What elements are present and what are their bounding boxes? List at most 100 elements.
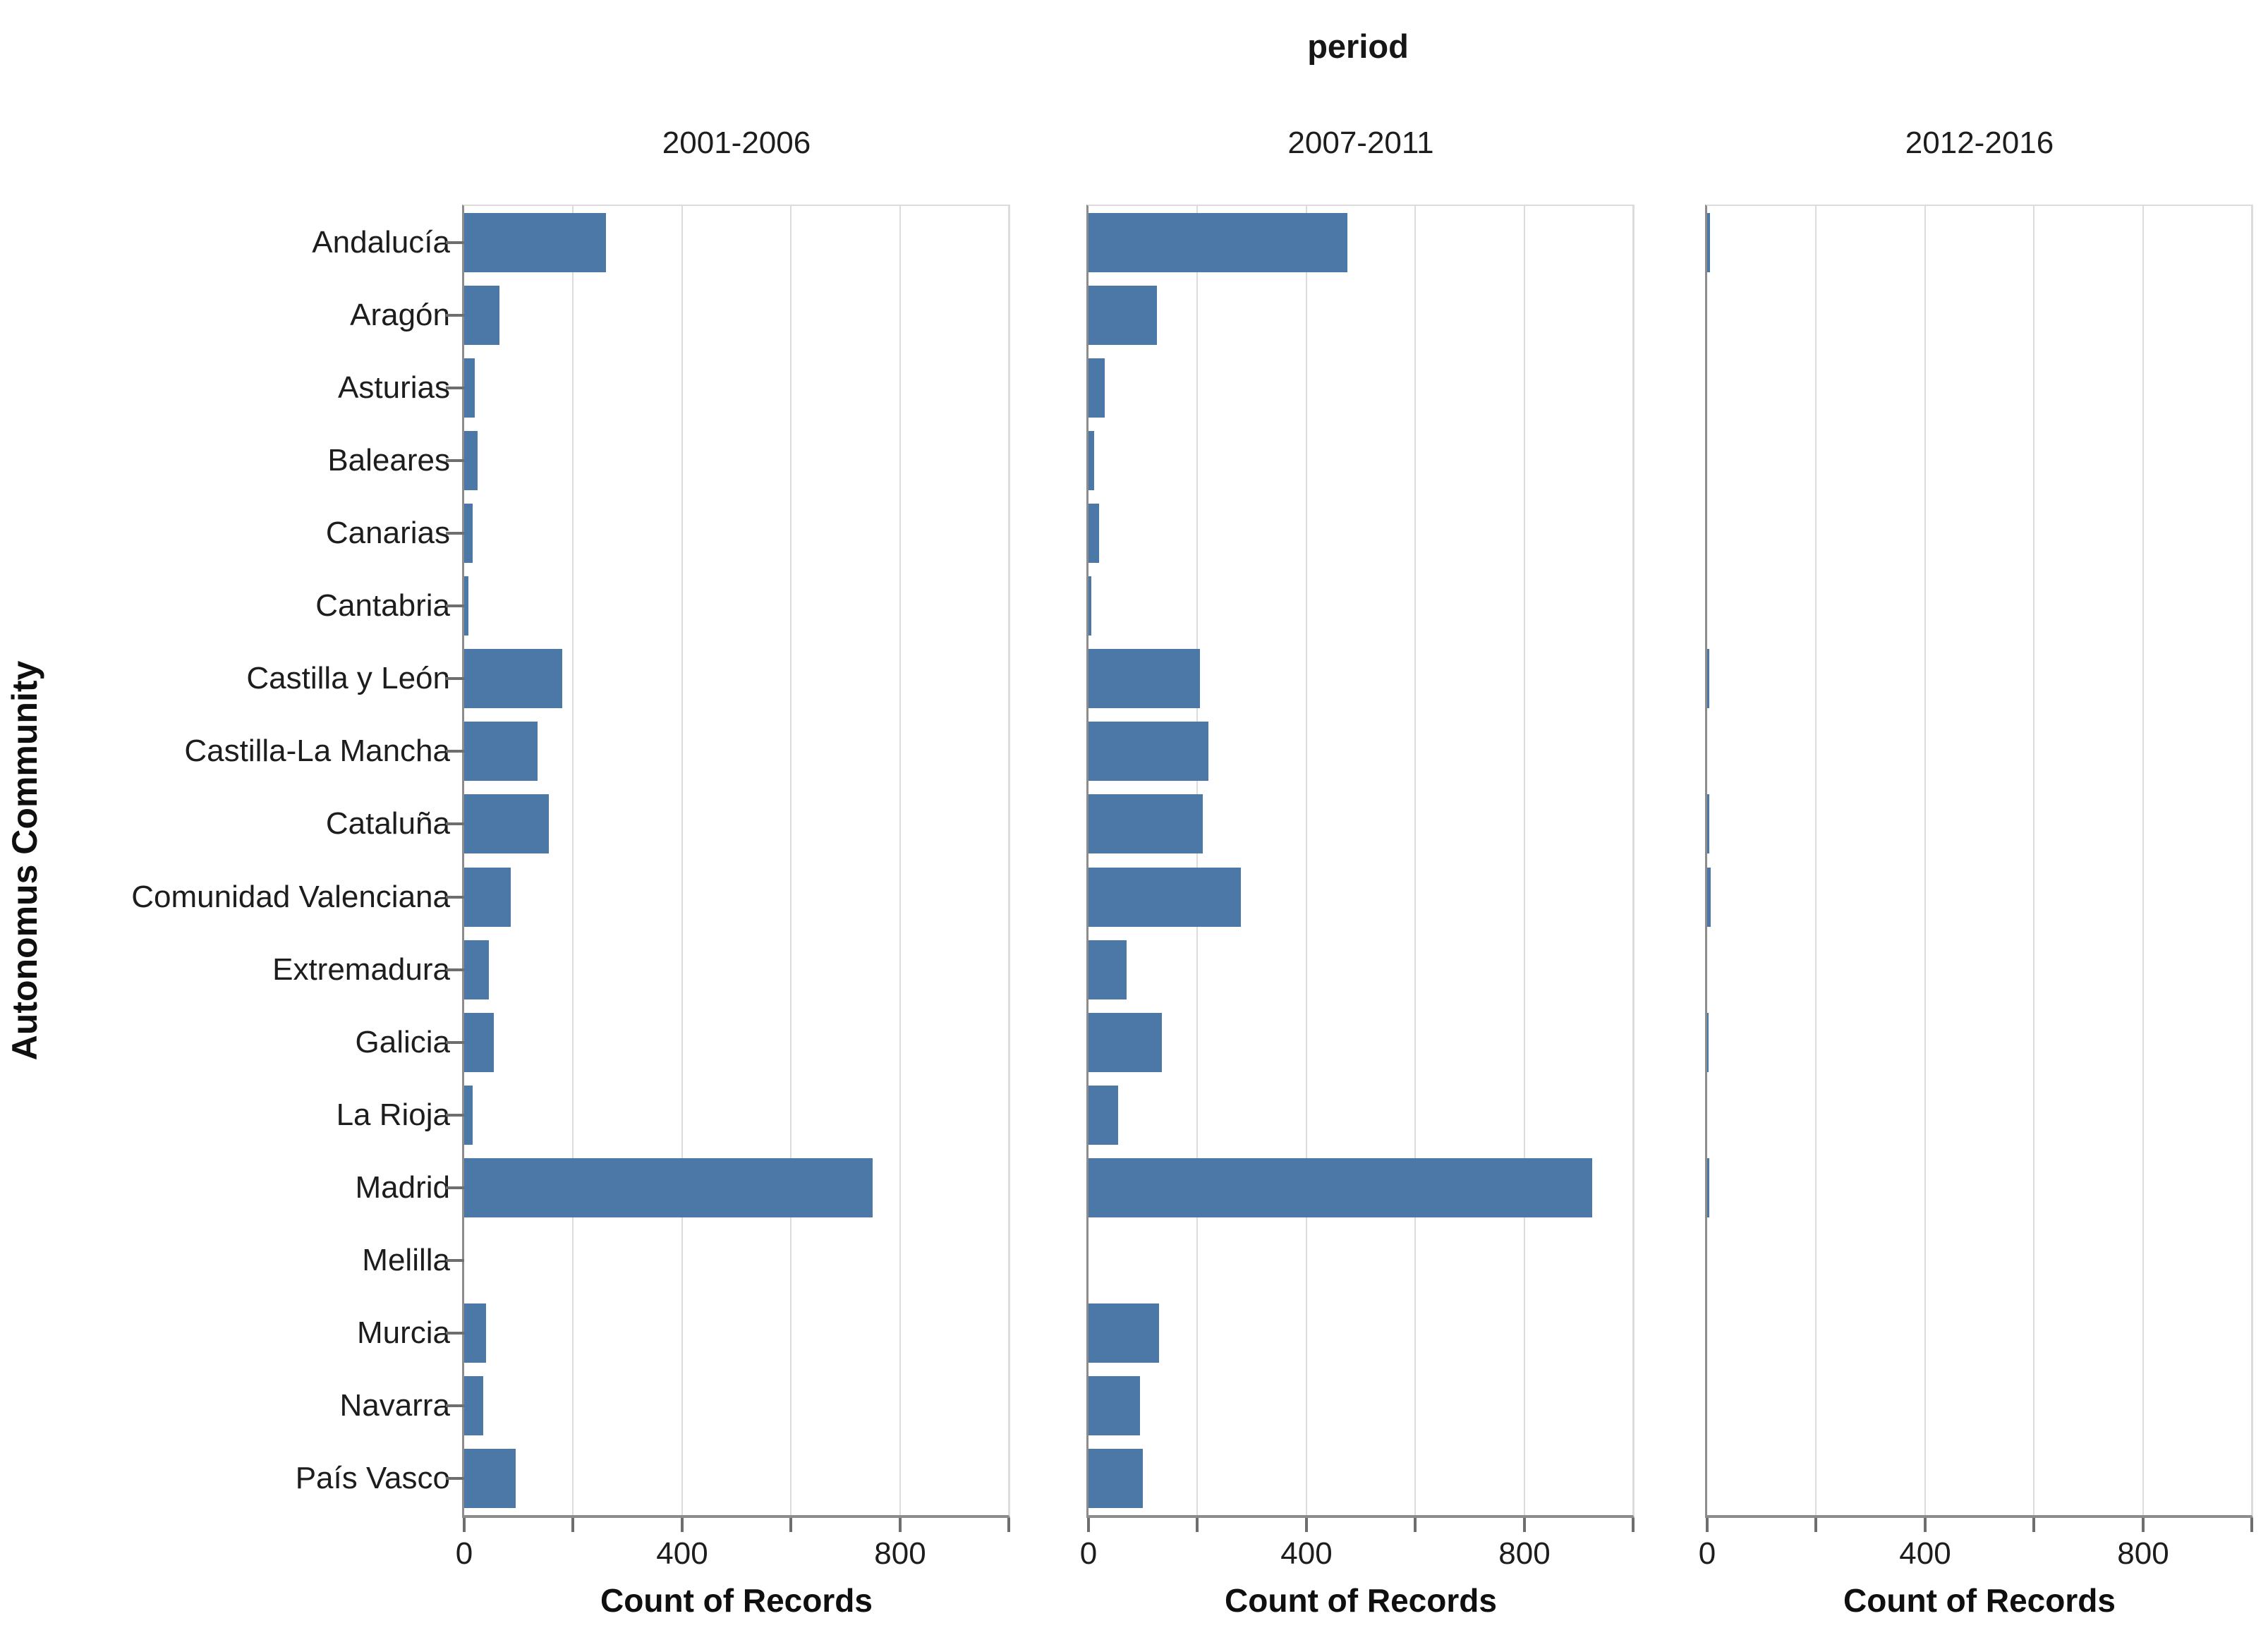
x-tickmark bbox=[1087, 1518, 1090, 1532]
y-tickmark bbox=[446, 750, 464, 753]
y-tickmark bbox=[446, 532, 464, 535]
x-tickmark bbox=[1007, 1518, 1010, 1532]
gridline bbox=[2251, 206, 2252, 1515]
bar bbox=[1088, 1303, 1159, 1363]
x-tickmark bbox=[1305, 1518, 1308, 1532]
bar bbox=[464, 868, 511, 927]
bar bbox=[464, 722, 538, 781]
x-tickmark bbox=[1924, 1518, 1927, 1532]
x-tickmark bbox=[1196, 1518, 1199, 1532]
y-tickmark bbox=[446, 1404, 464, 1407]
y-tickmark bbox=[446, 1477, 464, 1480]
bar bbox=[464, 794, 549, 853]
x-tickmark bbox=[1414, 1518, 1417, 1532]
gridline bbox=[1632, 206, 1634, 1515]
y-tickmark bbox=[446, 1186, 464, 1189]
category-label: Navarra bbox=[339, 1388, 451, 1423]
x-tickmark bbox=[1632, 1518, 1635, 1532]
x-axis-title: Count of Records bbox=[1843, 1582, 2116, 1619]
category-label: Asturias bbox=[338, 370, 450, 405]
gridline bbox=[2142, 206, 2144, 1515]
bar bbox=[1088, 940, 1127, 999]
bar bbox=[464, 286, 499, 345]
gridline bbox=[1524, 206, 1525, 1515]
y-tickmark bbox=[446, 387, 464, 389]
y-tickmark bbox=[446, 604, 464, 607]
bar bbox=[1088, 504, 1099, 563]
gridline bbox=[1008, 206, 1009, 1515]
category-label: Cantabria bbox=[315, 588, 450, 623]
y-tickmark bbox=[446, 1332, 464, 1335]
x-tick-label: 800 bbox=[874, 1536, 926, 1571]
y-tickmark bbox=[446, 677, 464, 680]
gridline bbox=[1924, 206, 1926, 1515]
y-axis-title: Autonomus Community bbox=[5, 660, 44, 1061]
x-tickmark bbox=[1814, 1518, 1817, 1532]
category-label: Aragón bbox=[350, 298, 450, 332]
bar bbox=[1088, 1013, 1162, 1072]
panel bbox=[1086, 205, 1635, 1518]
facet-header: 2012-2016 bbox=[1905, 126, 2054, 160]
category-label: Castilla y León bbox=[246, 661, 450, 695]
gridline bbox=[899, 206, 901, 1515]
category-label: Murcia bbox=[356, 1315, 450, 1350]
bar bbox=[464, 504, 473, 563]
bar bbox=[464, 1013, 494, 1072]
x-tickmark bbox=[571, 1518, 574, 1532]
panel bbox=[462, 205, 1010, 1518]
x-tick-label: 400 bbox=[1899, 1536, 1951, 1571]
bar bbox=[464, 1449, 516, 1508]
x-tickmark bbox=[2250, 1518, 2253, 1532]
gridline bbox=[2033, 206, 2034, 1515]
bar bbox=[464, 1158, 873, 1217]
bar bbox=[1707, 1013, 1709, 1072]
x-tickmark bbox=[2142, 1518, 2145, 1532]
y-tickmark bbox=[446, 822, 464, 825]
bar bbox=[464, 649, 562, 708]
x-axis-title: Count of Records bbox=[600, 1582, 873, 1619]
gridline bbox=[1815, 206, 1817, 1515]
gridline bbox=[681, 206, 683, 1515]
y-tickmark bbox=[446, 1259, 464, 1262]
bar bbox=[1088, 358, 1105, 418]
gridline bbox=[572, 206, 574, 1515]
x-tick-label: 0 bbox=[455, 1536, 473, 1571]
bar bbox=[1707, 1158, 1709, 1217]
panel bbox=[1705, 205, 2253, 1518]
bar bbox=[1088, 431, 1094, 490]
y-tickmark bbox=[446, 314, 464, 317]
bar bbox=[1088, 1086, 1118, 1145]
category-label: Comunidad Valenciana bbox=[131, 880, 450, 914]
x-tick-label: 800 bbox=[1498, 1536, 1551, 1571]
x-tickmark bbox=[789, 1518, 792, 1532]
category-label: Galicia bbox=[355, 1025, 451, 1059]
bar bbox=[1088, 649, 1200, 708]
bar bbox=[464, 1303, 486, 1363]
x-tickmark bbox=[1523, 1518, 1526, 1532]
bar bbox=[464, 1086, 473, 1145]
x-tickmark bbox=[1706, 1518, 1709, 1532]
x-tick-label: 800 bbox=[2117, 1536, 2169, 1571]
x-tick-label: 400 bbox=[656, 1536, 708, 1571]
bar bbox=[1088, 576, 1091, 636]
x-tickmark bbox=[463, 1518, 466, 1532]
category-label: La Rioja bbox=[336, 1098, 450, 1132]
y-tickmark bbox=[446, 896, 464, 899]
category-label: Andalucía bbox=[312, 225, 450, 260]
bar bbox=[1707, 649, 1709, 708]
y-tickmark bbox=[446, 1114, 464, 1117]
x-tick-label: 0 bbox=[1079, 1536, 1098, 1571]
chart-title: period bbox=[1307, 28, 1409, 65]
bar bbox=[1088, 1376, 1140, 1435]
bar bbox=[464, 213, 606, 272]
bar bbox=[464, 940, 489, 999]
bar bbox=[1088, 286, 1157, 345]
x-axis-title: Count of Records bbox=[1225, 1582, 1497, 1619]
category-label: Madrid bbox=[355, 1170, 451, 1205]
category-label: Canarias bbox=[325, 516, 450, 550]
x-tickmark bbox=[2032, 1518, 2035, 1532]
bar bbox=[1707, 794, 1709, 853]
bar bbox=[1088, 794, 1203, 853]
x-tickmark bbox=[899, 1518, 902, 1532]
